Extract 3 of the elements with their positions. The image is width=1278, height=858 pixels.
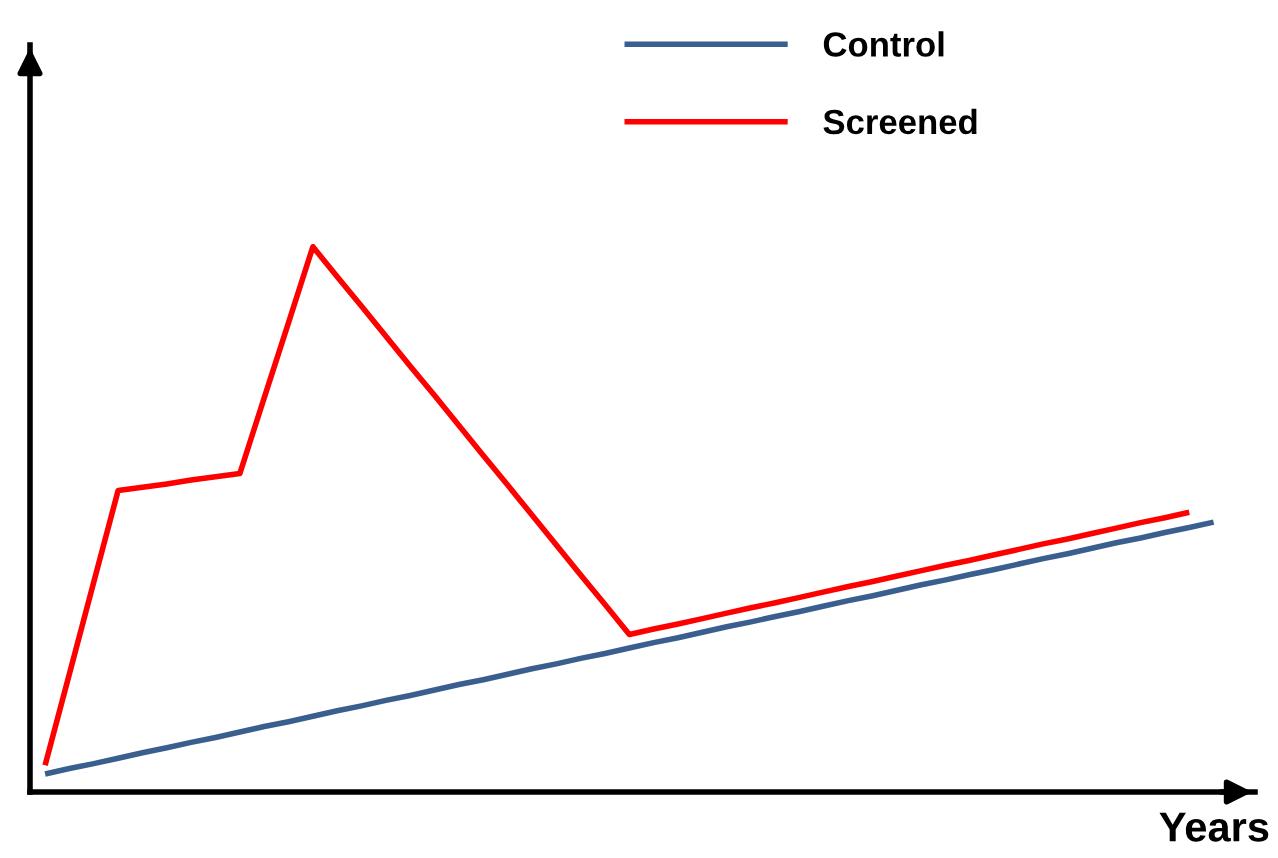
- legend-label: Control: [823, 31, 944, 57]
- x-axis-title: Years: [1159, 812, 1269, 842]
- legend-label: Screened: [823, 108, 977, 135]
